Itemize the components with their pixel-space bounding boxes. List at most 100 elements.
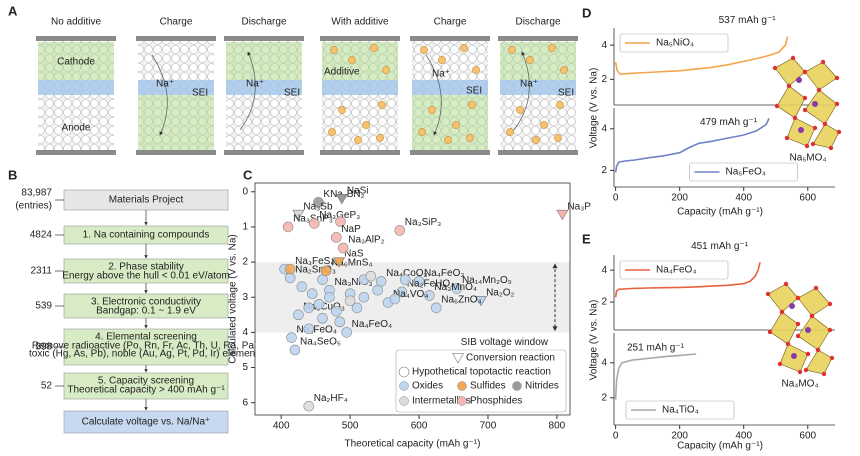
x-tick-label: 400 [273,421,290,432]
point-label: Na₃AlP₂ [348,235,384,246]
atom [791,353,797,359]
atom [792,115,798,121]
data-point [289,344,301,356]
additive-particle [338,106,346,114]
additive-particle [330,46,338,54]
additive-particle [444,136,452,144]
additive-particle [418,128,426,136]
electrode [226,42,302,80]
cap [224,150,304,155]
legend-label: Na₄TiO₄ [662,405,699,416]
column-title: Charge [160,17,193,28]
additive-particle [420,46,428,54]
step-detail: Bandgap: 0.1 ~ 1.9 eV [96,306,196,317]
data-point [306,288,318,300]
point-label: NaSi [347,185,369,196]
cap [36,36,116,41]
voltage-window [255,262,570,333]
atom [834,75,840,81]
data-point [344,295,356,307]
atom [789,303,795,309]
polyhedron [797,315,831,351]
point-label: Na₄SeO₅ [300,337,341,348]
data-point [293,309,304,321]
atom [836,129,842,135]
point-label: NaP [341,224,361,235]
cell-label: Anode [62,123,91,134]
step-title: 5. Capacity screening [98,376,194,387]
point-label: Na₃SiP₃ [405,217,442,228]
x-tick-label: 600 [411,421,428,432]
atom [804,143,810,149]
atom [790,55,796,61]
point-label: Na₃Sb [303,201,333,212]
data-point [413,276,425,287]
data-point [389,293,401,305]
additive-particle [460,44,468,52]
cap [498,150,578,155]
ion-path [239,51,256,131]
legend-label: Phosphides [470,396,522,407]
step-count: 2311 [30,266,52,277]
data-point [317,313,328,324]
atom [772,65,778,71]
y-tick-label: 6 [242,397,248,408]
atom [777,361,783,367]
legend-box [619,33,729,53]
ion-path [425,54,442,136]
column-title: Charge [434,17,467,28]
legend-marker [398,366,410,378]
data-point [284,263,296,275]
data-point [303,400,315,412]
cap [36,150,116,155]
y-tick-label: 4 [601,357,607,368]
data-point [475,296,488,307]
additive-particle [556,101,564,109]
separator [138,80,214,95]
data-point [331,232,342,243]
atom [802,95,808,101]
y-axis-label: Voltage (V vs. Na) [589,300,600,381]
step-count: 52 [41,381,53,392]
additive-particle [328,128,336,136]
step-box [63,258,229,284]
atom [828,145,834,151]
x-tick-label: 400 [735,193,752,204]
additive-particle [468,101,476,109]
step-box [63,293,229,319]
step-detail: Theoretical capacity > 400 mAh g⁻¹ [67,385,225,396]
additive-particle [370,44,378,52]
step-title: 1. Na containing compounds [83,230,210,241]
step-title: 3. Electronic conductivity [91,297,201,308]
additive-particle [548,44,556,52]
atom [813,285,819,291]
point-label: Na₆ZnO₄ [441,294,481,305]
atom [796,77,802,83]
atom [834,101,840,107]
data-point [324,291,335,303]
legend-label: Hypothetical topotactic reaction [412,367,551,378]
capacity-annotation: 451 mAh g⁻¹ [691,241,749,252]
panel-label: E [582,231,591,246]
data-point [286,332,297,343]
legend-label: Nitrides [525,381,559,392]
data-point [358,291,370,303]
polyhedron [769,311,799,345]
cell-label: Na⁺ [520,79,538,90]
atom [802,69,808,75]
legend-label: Na₅FeO₄ [726,167,766,178]
cap [320,36,400,41]
electrode [138,95,214,150]
separator [500,80,576,95]
additive-particle [508,46,516,54]
point-label: Na₃NiO₃ [334,277,372,288]
capacity-annotation: 537 mAh g⁻¹ [719,15,777,26]
atom [795,321,801,327]
structure-caption: Na₄MO₄ [781,379,818,390]
step-title: 4. Elemental screening [95,332,197,343]
data-point [303,323,315,335]
point-label: Na₄CoO₃ [386,268,428,279]
x-tick-label: 0 [613,193,619,204]
atom [798,127,804,133]
additive-particle [472,66,480,74]
